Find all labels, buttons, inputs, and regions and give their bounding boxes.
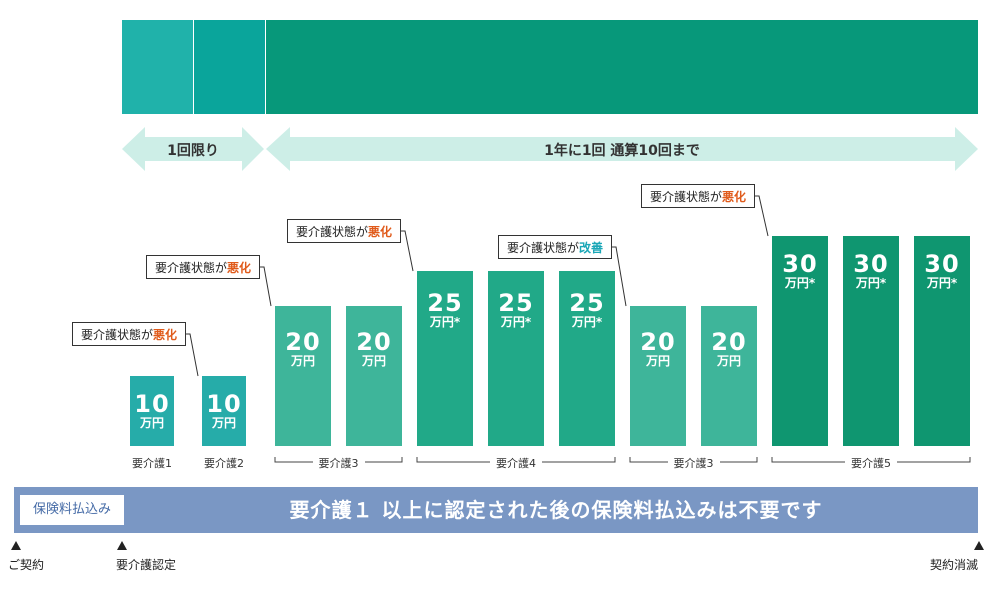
group-label: 要介護4 [490,455,542,471]
bar-value-number: 25 [427,289,463,317]
benefit-bar [488,271,544,446]
callout-highlight: 悪化 [722,190,747,204]
benefit-bar [843,236,899,446]
callout-leader-line [755,195,769,237]
callout-prefix: 要介護状態が [81,328,154,342]
bar-value-unit: 万円* [429,315,461,329]
bar-value-label: 10 万円 [130,392,174,429]
benefit-bar [202,376,246,446]
bar-value-unit: 万円 [716,354,741,368]
benefit-bar [772,236,828,446]
premium-tag: 保険料払込み [20,495,124,525]
arrow-once [122,127,264,171]
bar-value-label: 25 万円* [417,291,473,328]
certified-marker-icon [117,541,127,550]
bar-value-number: 30 [782,250,818,278]
callout-prefix: 要介護状態が [650,190,723,204]
bar-value-label: 30 万円* [772,252,828,289]
bar-value-unit: 万円* [926,276,958,290]
benefit-bar [275,306,331,446]
premium-banner: 保険料払込み 要介護１ 以上に認定された後の保険料払込みは不要です [14,487,978,533]
bar-value-number: 30 [853,250,889,278]
callout-leader-line [612,246,627,307]
bar-value-label: 20 万円 [630,330,686,367]
contract-label: ご契約 [8,558,45,572]
band-care-level-3-plus [266,20,978,114]
status-change-callout: 要介護状態が改善 [498,235,613,259]
arrow-yearly-label: 1年に1回 通算10回まで [544,143,700,159]
bar-value-unit: 万円* [784,276,816,290]
benefit-bar [346,306,402,446]
bar-value-unit: 万円 [645,354,670,368]
benefit-bar [914,236,970,446]
bar-value-label: 20 万円 [701,330,757,367]
category-label: 要介護1 [132,457,172,470]
bar-value-unit: 万円 [290,354,315,368]
bar-value-label: 10 万円 [202,392,246,429]
bar-value-label: 30 万円* [843,252,899,289]
arrow-once-label: 1回限り [167,143,219,159]
group-label: 要介護3 [667,455,720,471]
bar-value-number: 20 [711,328,747,356]
bar-value-label: 20 万円 [275,330,331,367]
end-marker-icon [974,541,984,550]
arrow-yearly [266,127,978,171]
bar-value-number: 25 [569,289,605,317]
band-care-level-1 [122,20,193,114]
bar-value-number: 30 [924,250,960,278]
callout-prefix: 要介護状態が [155,261,228,275]
status-change-callout: 要介護状態が悪化 [72,322,187,346]
bar-value-unit: 万円* [855,276,887,290]
benefit-bar [701,306,757,446]
callout-highlight: 悪化 [153,328,178,342]
bar-value-label: 30 万円* [914,252,970,289]
bar-value-number: 20 [285,328,321,356]
bar-value-number: 25 [498,289,534,317]
benefit-bar [559,271,615,446]
group-label: 要介護3 [312,455,365,471]
callout-prefix: 要介護状態が [296,225,369,239]
callout-leader-line [186,333,199,377]
bar-value-number: 10 [206,390,242,418]
callout-highlight: 改善 [579,241,604,255]
benefit-bar [130,376,174,446]
bar-value-label: 20 万円 [346,330,402,367]
certified-label: 要介護認定 [116,558,177,572]
callout-prefix: 要介護状態が [507,241,580,255]
callout-highlight: 悪化 [227,261,252,275]
bar-value-number: 20 [356,328,392,356]
status-change-callout: 要介護状態が悪化 [287,219,402,243]
status-change-callout: 要介護状態が悪化 [146,255,261,279]
bar-value-unit: 万円* [500,315,532,329]
bar-value-unit: 万円 [139,416,164,430]
premium-waiver-text: 要介護１ 以上に認定された後の保険料払込みは不要です [289,498,823,522]
band-care-level-2 [194,20,265,114]
group-label: 要介護5 [845,455,897,471]
callout-highlight: 悪化 [368,225,393,239]
contract-marker-icon [11,541,21,550]
callout-leader-line [401,230,414,272]
end-label: 契約消滅 [930,558,979,572]
benefit-bar [417,271,473,446]
bar-value-unit: 万円 [361,354,386,368]
bar-value-number: 20 [640,328,676,356]
bar-value-unit: 万円 [211,416,236,430]
bar-value-label: 25 万円* [488,291,544,328]
status-change-callout: 要介護状態が悪化 [641,184,756,208]
bar-value-label: 25 万円* [559,291,615,328]
benefit-bar [630,306,686,446]
callout-leader-line [260,266,272,307]
category-label: 要介護2 [204,457,244,470]
bar-value-unit: 万円* [571,315,603,329]
bar-value-number: 10 [134,390,170,418]
